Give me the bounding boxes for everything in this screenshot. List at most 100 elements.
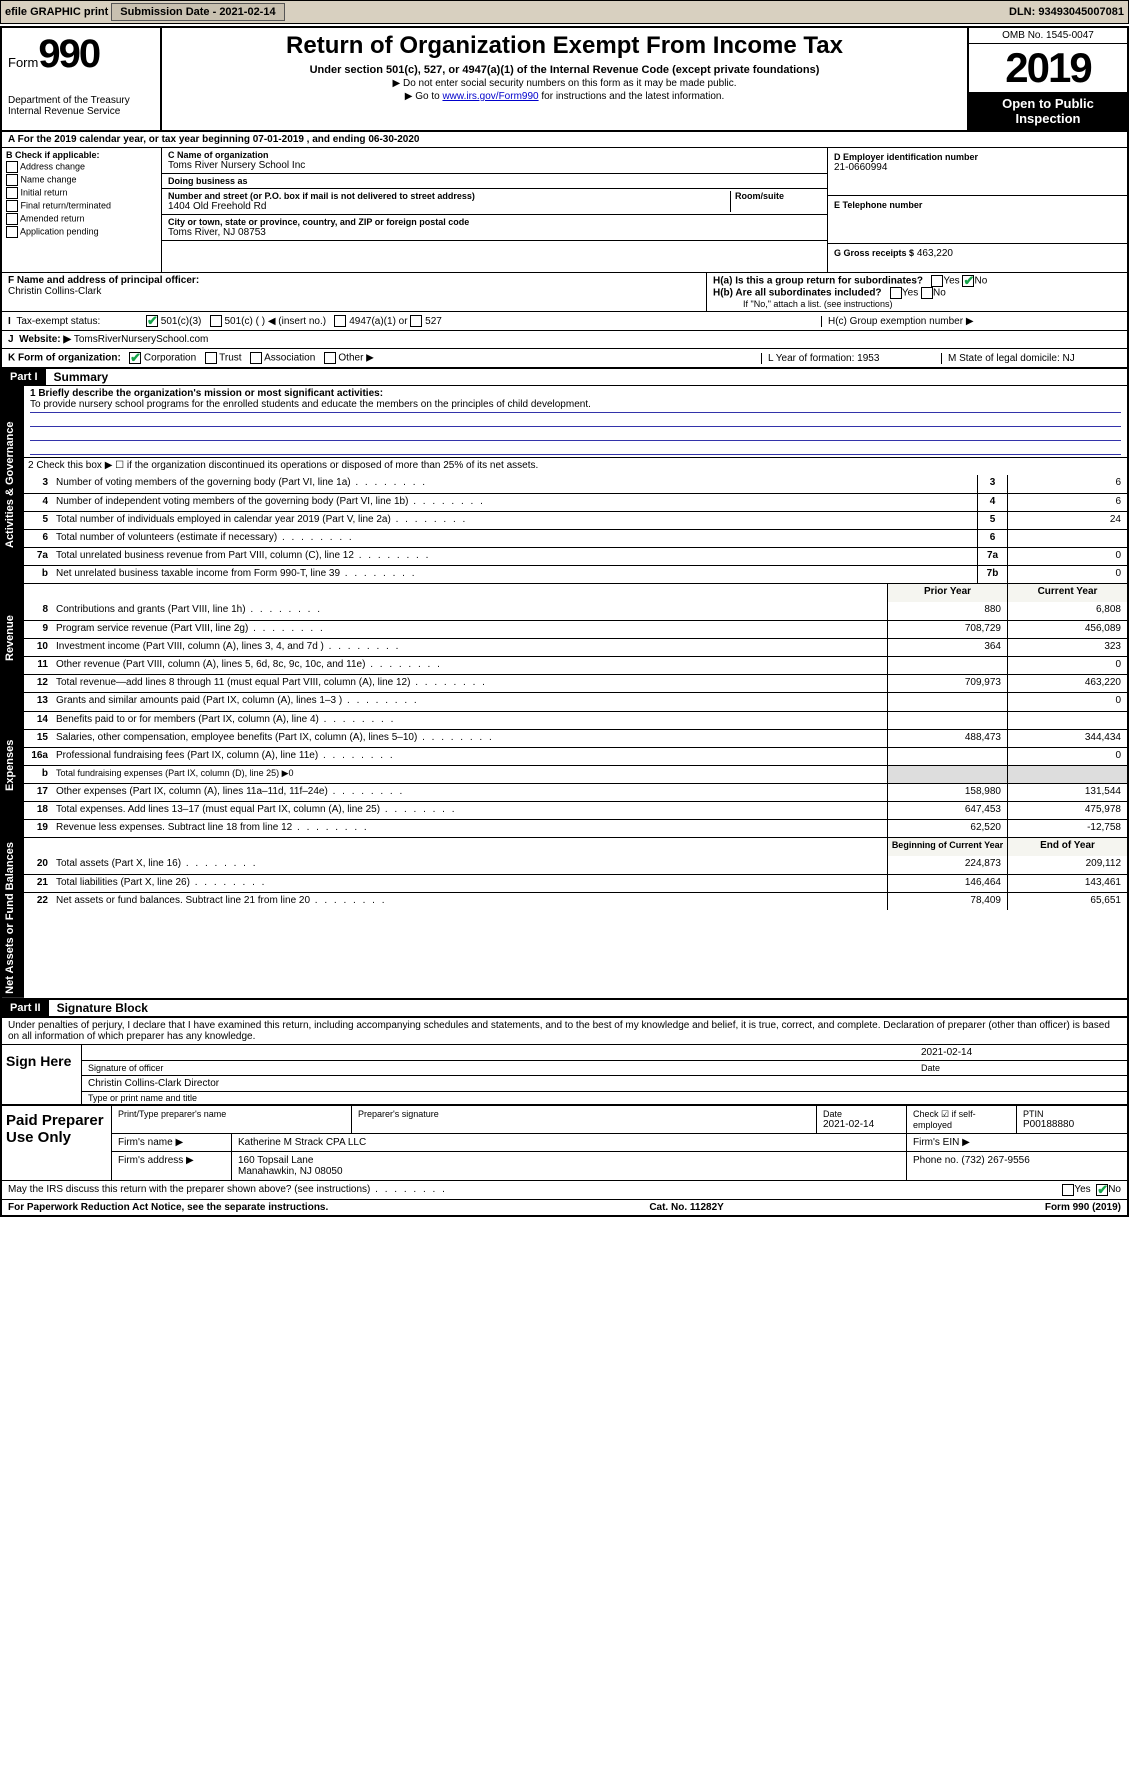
officer-name: Christin Collins-Clark xyxy=(8,286,700,297)
submission-btn[interactable]: Submission Date - 2021-02-14 xyxy=(111,3,284,21)
form-header: Form990 Department of the Treasury Inter… xyxy=(2,28,1127,132)
summary-line: 9Program service revenue (Part VIII, lin… xyxy=(24,620,1127,638)
mission-text: To provide nursery school programs for t… xyxy=(30,399,1121,413)
prior-year-hdr: Prior Year xyxy=(887,584,1007,602)
room-label: Room/suite xyxy=(735,191,821,201)
summary-line: 14Benefits paid to or for members (Part … xyxy=(24,711,1127,729)
tax-year: 2019 xyxy=(969,44,1127,92)
ha-row: H(a) Is this a group return for subordin… xyxy=(713,275,1121,287)
summary-line: 8Contributions and grants (Part VIII, li… xyxy=(24,602,1127,620)
website-label: Website: ▶ xyxy=(19,334,71,345)
check-amended[interactable]: Amended return xyxy=(6,213,157,225)
form-title: Return of Organization Exempt From Incom… xyxy=(168,32,961,60)
penalties-text: Under penalties of perjury, I declare th… xyxy=(2,1018,1127,1044)
summary-line: 22Net assets or fund balances. Subtract … xyxy=(24,892,1127,910)
box-c: C Name of organization Toms River Nurser… xyxy=(162,148,827,272)
begin-year-hdr: Beginning of Current Year xyxy=(887,838,1007,856)
paid-preparer-section: Paid Preparer Use Only Print/Type prepar… xyxy=(2,1104,1127,1180)
ein-label: D Employer identification number xyxy=(834,152,1121,162)
self-employed-check[interactable]: Check ☑ if self-employed xyxy=(907,1106,1017,1133)
check-4947[interactable] xyxy=(334,315,346,327)
summary-line: 21Total liabilities (Part X, line 26) 14… xyxy=(24,874,1127,892)
open-inspection: Open to Public Inspection xyxy=(969,92,1127,130)
summary-line: bTotal fundraising expenses (Part IX, co… xyxy=(24,765,1127,783)
ptin-value: P00188880 xyxy=(1023,1119,1121,1130)
pra-notice: For Paperwork Reduction Act Notice, see … xyxy=(8,1202,328,1213)
state-domicile: M State of legal domicile: NJ xyxy=(941,353,1121,364)
gross-label: G Gross receipts $ xyxy=(834,248,914,258)
summary-line: 11Other revenue (Part VIII, column (A), … xyxy=(24,656,1127,674)
check-initial-return[interactable]: Initial return xyxy=(6,187,157,199)
ssn-warning: ▶ Do not enter social security numbers o… xyxy=(168,78,961,89)
row-a-tax-year: A For the 2019 calendar year, or tax yea… xyxy=(2,132,1127,148)
efile-label[interactable]: efile GRAPHIC print xyxy=(5,6,108,18)
website-value[interactable]: TomsRiverNurserySchool.com xyxy=(74,334,208,345)
dept-treasury: Department of the Treasury Internal Reve… xyxy=(8,95,154,117)
sign-here-label: Sign Here xyxy=(2,1045,82,1104)
paid-preparer-label: Paid Preparer Use Only xyxy=(2,1106,112,1180)
governance-section: Activities & Governance 1 Briefly descri… xyxy=(2,385,1127,583)
check-527[interactable] xyxy=(410,315,422,327)
check-501c3[interactable] xyxy=(146,315,158,327)
box-b: B Check if applicable: Address change Na… xyxy=(2,148,162,272)
row-i: I Tax-exempt status: 501(c)(3) 501(c) ( … xyxy=(2,311,1127,330)
check-corp[interactable] xyxy=(129,352,141,364)
summary-line: 10Investment income (Part VIII, column (… xyxy=(24,638,1127,656)
net-assets-section: Net Assets or Fund Balances Beginning of… xyxy=(2,837,1127,998)
discuss-no[interactable] xyxy=(1096,1184,1108,1196)
part1-header: Part I Summary xyxy=(2,367,1127,385)
part2-header: Part II Signature Block xyxy=(2,998,1127,1016)
row-f-h: F Name and address of principal officer:… xyxy=(2,272,1127,311)
check-final-return[interactable]: Final return/terminated xyxy=(6,200,157,212)
summary-line: 7aTotal unrelated business revenue from … xyxy=(24,547,1127,565)
officer-label: F Name and address of principal officer: xyxy=(8,275,700,286)
hb-note: If "No," attach a list. (see instruction… xyxy=(713,299,1121,309)
summary-line: 3Number of voting members of the governi… xyxy=(24,475,1127,493)
addr-label: Number and street (or P.O. box if mail i… xyxy=(168,191,730,201)
form-ref: Form 990 (2019) xyxy=(1045,1202,1121,1213)
form-label: Form xyxy=(8,55,38,70)
city-value: Toms River, NJ 08753 xyxy=(168,227,821,238)
cat-no: Cat. No. 11282Y xyxy=(649,1202,723,1213)
vtab-revenue: Revenue xyxy=(2,584,24,692)
year-formation: L Year of formation: 1953 xyxy=(761,353,941,364)
boxes-d-e-g: D Employer identification number 21-0660… xyxy=(827,148,1127,272)
omb-number: OMB No. 1545-0047 xyxy=(969,28,1127,44)
check-trust[interactable] xyxy=(205,352,217,364)
row-j: J Website: ▶ TomsRiverNurserySchool.com xyxy=(2,330,1127,348)
row-k: K Form of organization: Corporation Trus… xyxy=(2,348,1127,367)
summary-line: 4Number of independent voting members of… xyxy=(24,493,1127,511)
name-title-label: Type or print name and title xyxy=(82,1092,1127,1104)
form-footer: For Paperwork Reduction Act Notice, see … xyxy=(2,1199,1127,1215)
check-app-pending[interactable]: Application pending xyxy=(6,226,157,238)
summary-line: 17Other expenses (Part IX, column (A), l… xyxy=(24,783,1127,801)
blocks-b-c-d: B Check if applicable: Address change Na… xyxy=(2,148,1127,272)
firm-addr2: Manahawkin, NJ 08050 xyxy=(238,1166,900,1177)
form-number: 990 xyxy=(38,32,99,76)
check-assoc[interactable] xyxy=(250,352,262,364)
sig-date-label: Date xyxy=(921,1063,1121,1073)
summary-line: 15Salaries, other compensation, employee… xyxy=(24,729,1127,747)
officer-printed-name: Christin Collins-Clark Director xyxy=(88,1078,1121,1089)
phone-label: E Telephone number xyxy=(834,200,1121,210)
form-990: Form990 Department of the Treasury Inter… xyxy=(0,26,1129,1217)
current-year-hdr: Current Year xyxy=(1007,584,1127,602)
box-b-title: B Check if applicable: xyxy=(6,150,157,160)
check-address-change[interactable]: Address change xyxy=(6,161,157,173)
check-other[interactable] xyxy=(324,352,336,364)
summary-line: 16aProfessional fundraising fees (Part I… xyxy=(24,747,1127,765)
org-name-label: C Name of organization xyxy=(168,150,821,160)
hb-row: H(b) Are all subordinates included? Yes … xyxy=(713,287,1121,299)
dln-label: DLN: 93493045007081 xyxy=(1009,6,1124,18)
irs-link[interactable]: www.irs.gov/Form990 xyxy=(442,91,538,102)
form-subtitle: Under section 501(c), 527, or 4947(a)(1)… xyxy=(168,64,961,76)
discuss-yes[interactable] xyxy=(1062,1184,1074,1196)
firm-name: Katherine M Strack CPA LLC xyxy=(232,1134,907,1151)
end-year-hdr: End of Year xyxy=(1007,838,1127,856)
check-name-change[interactable]: Name change xyxy=(6,174,157,186)
firm-phone: (732) 267-9556 xyxy=(961,1155,1029,1166)
goto-line: ▶ Go to www.irs.gov/Form990 for instruct… xyxy=(168,91,961,102)
vtab-net-assets: Net Assets or Fund Balances xyxy=(2,838,24,998)
check-501c[interactable] xyxy=(210,315,222,327)
summary-line: 6Total number of volunteers (estimate if… xyxy=(24,529,1127,547)
